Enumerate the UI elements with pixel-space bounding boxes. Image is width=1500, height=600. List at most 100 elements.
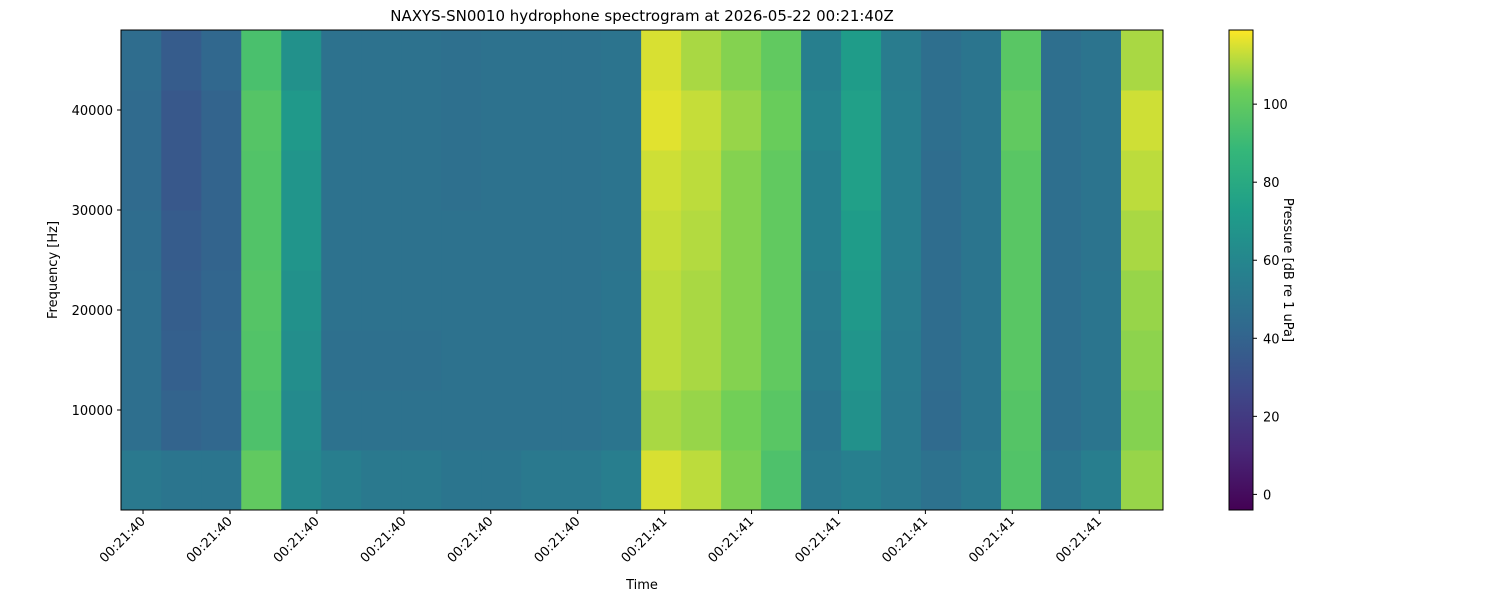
heatmap-cell xyxy=(401,150,442,211)
heatmap-cell xyxy=(521,450,562,511)
heatmap-cell xyxy=(881,270,922,331)
heatmap-cell xyxy=(1080,210,1122,271)
heatmap-cell xyxy=(361,390,402,451)
heatmap-cell xyxy=(201,450,242,511)
heatmap-cell xyxy=(721,150,762,211)
heatmap-cell xyxy=(241,150,282,211)
chart-title: NAXYS-SN0010 hydrophone spectrogram at 2… xyxy=(390,7,894,25)
heatmap-cell xyxy=(441,450,482,511)
heatmap-cell xyxy=(961,330,1002,391)
heatmap-cell xyxy=(441,30,482,91)
plot-frame xyxy=(120,29,1164,511)
heatmap-cell xyxy=(561,450,602,511)
heatmap-cell xyxy=(881,450,922,511)
heatmap-cell xyxy=(401,90,442,151)
y-tick-label: 20000 xyxy=(72,304,113,319)
heatmap-cell xyxy=(161,450,202,511)
heatmap-cell xyxy=(361,270,402,331)
heatmap-cell xyxy=(521,390,562,451)
heatmap-cell xyxy=(201,150,242,211)
heatmap-cell xyxy=(201,270,242,331)
heatmap-cell xyxy=(1120,150,1164,211)
heatmap-cell xyxy=(601,150,642,211)
x-tick-label: 00:21:40 xyxy=(184,514,236,566)
heatmap-cell xyxy=(1080,390,1122,451)
heatmap-cell xyxy=(521,150,562,211)
heatmap-cell xyxy=(401,330,442,391)
heatmap-cell xyxy=(281,390,322,451)
heatmap-cell xyxy=(961,450,1002,511)
heatmap-cell xyxy=(961,270,1002,331)
heatmap-cell xyxy=(401,390,442,451)
x-tick-label: 00:21:41 xyxy=(792,514,844,566)
heatmap-cell xyxy=(241,390,282,451)
heatmap-cell xyxy=(801,150,842,211)
x-tick-label: 00:21:40 xyxy=(97,514,149,566)
heatmap-cell xyxy=(841,270,882,331)
heatmap-cell xyxy=(1120,30,1164,91)
heatmap-cell xyxy=(1041,30,1082,91)
heatmap-cell xyxy=(961,90,1002,151)
heatmap-cell xyxy=(281,450,322,511)
heatmap-cell xyxy=(681,210,722,271)
heatmap-cell xyxy=(1041,270,1082,331)
heatmap-cell xyxy=(641,150,682,211)
heatmap-cell xyxy=(121,210,162,271)
heatmap-cell xyxy=(1001,150,1042,211)
heatmap-cell xyxy=(881,330,922,391)
y-tick-label: 30000 xyxy=(72,204,113,219)
heatmap-cell xyxy=(841,150,882,211)
heatmap-cell xyxy=(281,150,322,211)
heatmap-cell xyxy=(561,390,602,451)
heatmap-cell xyxy=(441,390,482,451)
heatmap-cell xyxy=(601,270,642,331)
colorbar-tick-label: 40 xyxy=(1263,332,1280,347)
heatmap-cell xyxy=(681,150,722,211)
heatmap-cell xyxy=(121,450,162,511)
heatmap-cell xyxy=(601,30,642,91)
heatmap-cell xyxy=(401,210,442,271)
heatmap-cell xyxy=(561,210,602,271)
heatmap-cell xyxy=(561,330,602,391)
heatmap-cell xyxy=(161,30,202,91)
heatmap-cell xyxy=(1001,390,1042,451)
x-tick-label: 00:21:41 xyxy=(1053,514,1105,566)
heatmap-cell xyxy=(641,210,682,271)
heatmap-cell xyxy=(441,150,482,211)
heatmap-cell xyxy=(361,450,402,511)
heatmap-cell xyxy=(1001,330,1042,391)
heatmap-cell xyxy=(1120,90,1164,151)
heatmap-cell xyxy=(1080,450,1122,511)
heatmap-cell xyxy=(601,450,642,511)
heatmap-cell xyxy=(1120,210,1164,271)
heatmap-cell xyxy=(761,150,802,211)
colorbar-label: Pressure [dB re 1 uPa] xyxy=(1280,198,1295,342)
heatmap-cell xyxy=(721,90,762,151)
heatmap-cell xyxy=(321,90,362,151)
heatmap-cell xyxy=(961,210,1002,271)
x-tick-label: 00:21:40 xyxy=(532,514,584,566)
heatmap-cell xyxy=(761,450,802,511)
heatmap-cell xyxy=(361,30,402,91)
heatmap-cell xyxy=(121,30,162,91)
heatmap-cell xyxy=(641,330,682,391)
heatmap-cell xyxy=(761,30,802,91)
heatmap-cell xyxy=(641,390,682,451)
heatmap-cell xyxy=(761,90,802,151)
heatmap-cell xyxy=(201,390,242,451)
x-axis-label: Time xyxy=(625,578,658,593)
heatmap-cell xyxy=(481,270,522,331)
heatmap-cell xyxy=(1001,90,1042,151)
y-tick-label: 40000 xyxy=(72,104,113,119)
x-tick-label: 00:21:40 xyxy=(358,514,410,566)
heatmap-cell xyxy=(321,450,362,511)
colorbar-tick-label: 80 xyxy=(1263,176,1280,191)
heatmap-cell xyxy=(801,210,842,271)
heatmap-cell xyxy=(1041,150,1082,211)
heatmap-cell xyxy=(161,90,202,151)
heatmap-cell xyxy=(401,270,442,331)
heatmap-cell xyxy=(641,90,682,151)
heatmap-cell xyxy=(321,330,362,391)
heatmap-cell xyxy=(481,210,522,271)
heatmap-cell xyxy=(761,390,802,451)
